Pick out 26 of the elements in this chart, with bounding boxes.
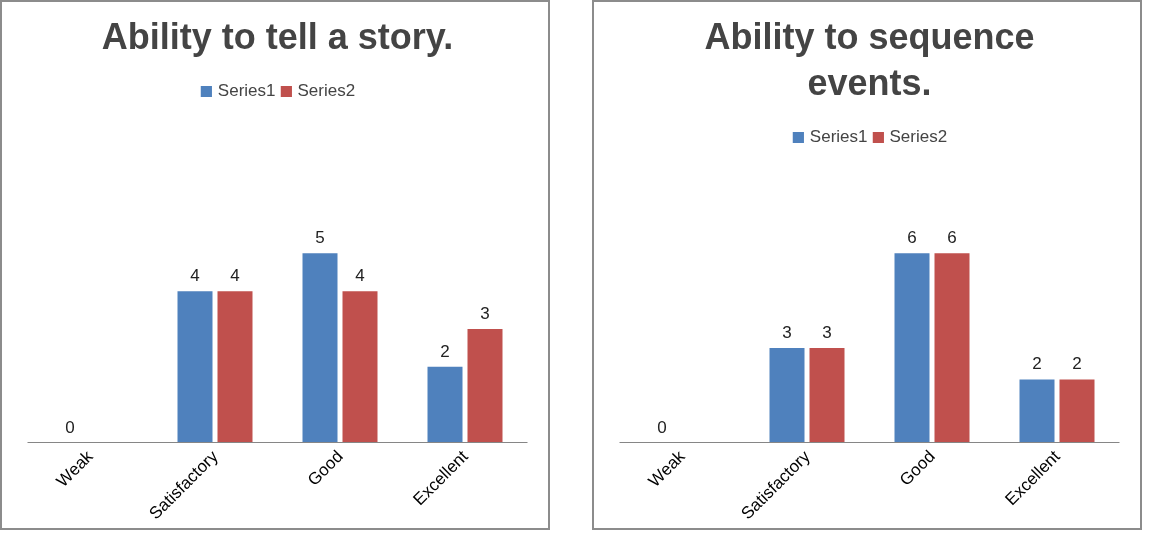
data-label: 4 [190,266,200,286]
legend-label: Series1 [809,127,868,147]
legend-label: Series1 [217,81,276,101]
data-label: 0 [657,417,667,437]
data-label: 4 [230,266,240,286]
bar [342,291,378,443]
data-label: 6 [947,228,957,248]
bar [177,291,213,443]
bar [427,366,463,443]
legend-label: Series2 [889,127,948,147]
data-label: 0 [65,417,75,437]
bar [302,253,338,443]
data-label: 4 [355,266,365,286]
legend-label: Series2 [297,81,356,101]
data-label: 6 [907,228,917,248]
chart-title: Ability to sequence events. [704,15,1035,103]
data-label: 3 [822,322,832,342]
bar [217,291,253,443]
data-label: 5 [315,228,325,248]
data-label: 3 [480,304,490,324]
data-label: 3 [782,322,792,342]
chart-title: Ability to tell a story. [101,15,454,57]
data-label: 2 [1032,354,1042,374]
data-label: 2 [1072,354,1082,374]
data-label: 2 [440,341,450,361]
bar [467,329,503,443]
